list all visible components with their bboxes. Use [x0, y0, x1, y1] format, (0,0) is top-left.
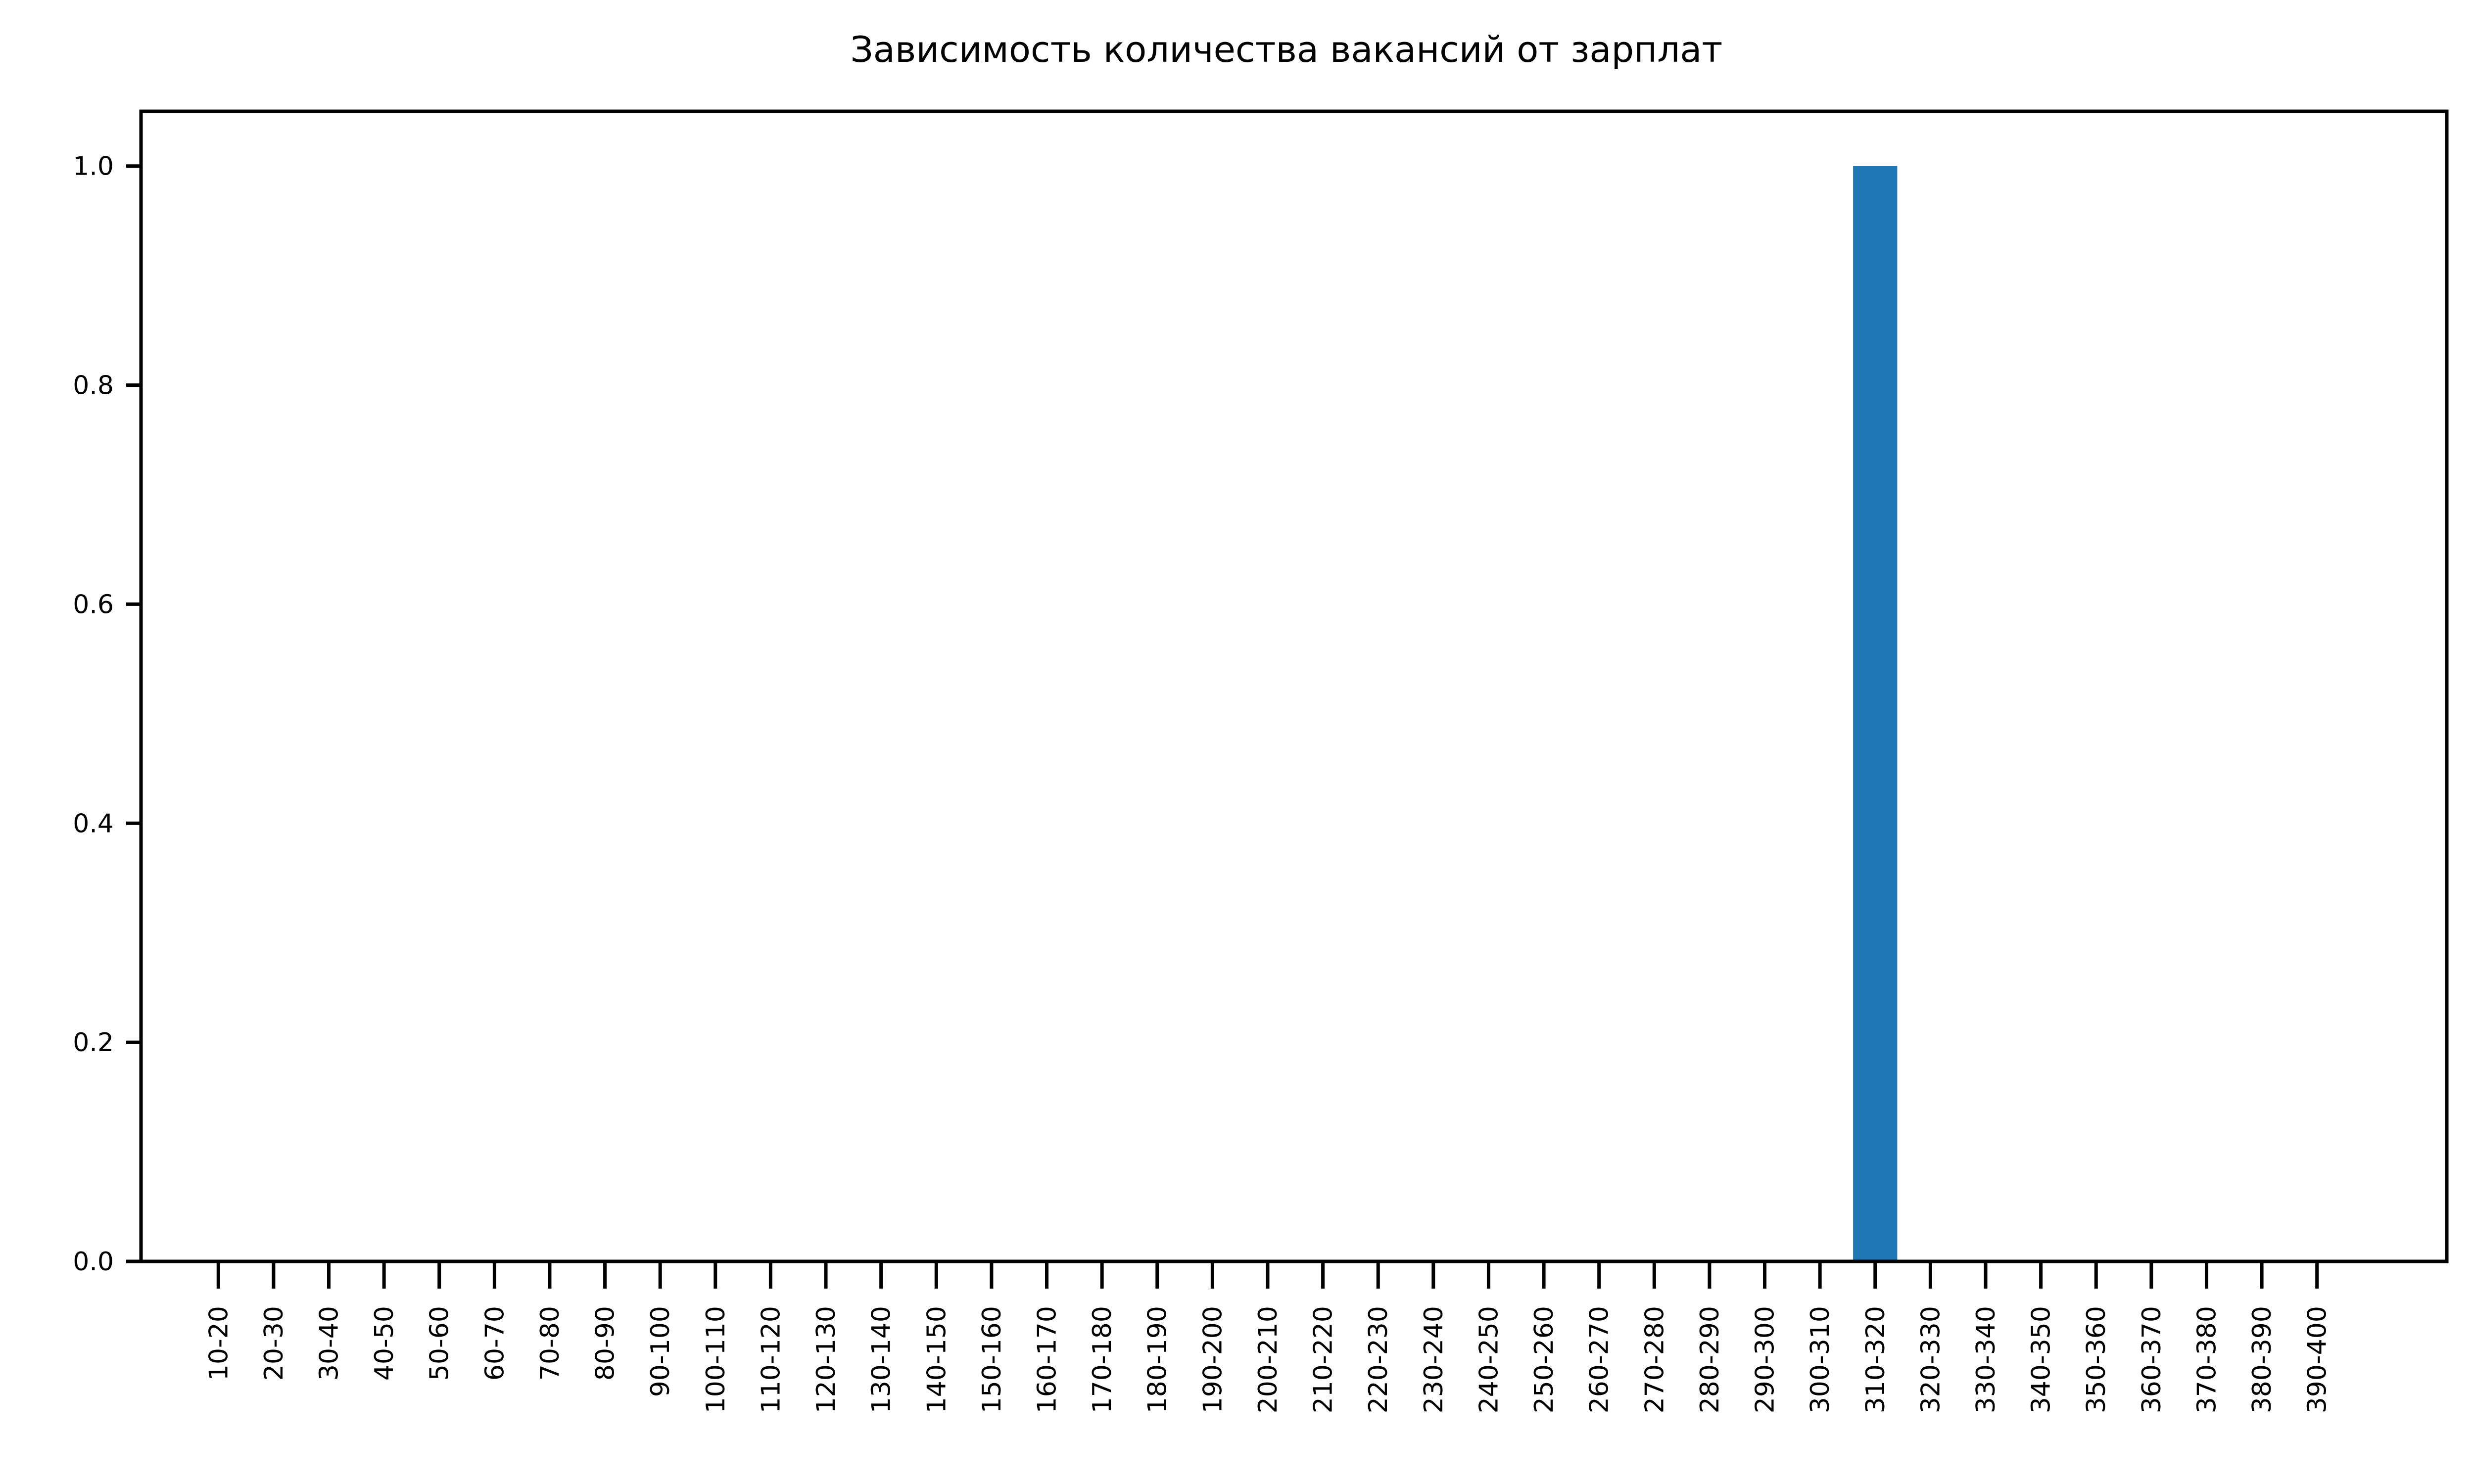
- x-tick-label: 250-260: [1529, 1306, 1559, 1413]
- chart-title: Зависимость количества вакансий от зарпл…: [851, 29, 1723, 70]
- x-tick-label: 90-100: [646, 1306, 675, 1397]
- x-tick-label: 140-150: [922, 1306, 952, 1413]
- x-tick-label: 240-250: [1474, 1306, 1504, 1413]
- x-tick-label: 170-180: [1088, 1306, 1117, 1413]
- x-tick-label: 300-310: [1806, 1306, 1835, 1413]
- x-tick-label: 150-160: [977, 1306, 1007, 1413]
- axes-frame: [139, 109, 2449, 1263]
- x-tick-label: 320-330: [1916, 1306, 1946, 1413]
- x-tick-label: 110-120: [756, 1306, 786, 1413]
- x-tick-label: 260-270: [1585, 1306, 1615, 1413]
- x-tick-label: 50-60: [425, 1306, 455, 1381]
- x-tick-label: 210-220: [1309, 1306, 1338, 1413]
- x-tick-label: 180-190: [1143, 1306, 1173, 1413]
- x-tick-label: 290-300: [1751, 1306, 1780, 1413]
- x-tick-label: 70-80: [535, 1306, 565, 1381]
- x-tick-label: 380-390: [2247, 1306, 2277, 1413]
- x-tick-label: 220-230: [1364, 1306, 1393, 1413]
- bar-310-320: [1853, 166, 1898, 1262]
- x-tick-label: 100-110: [701, 1306, 731, 1413]
- y-tick-label: 1.0: [73, 152, 114, 182]
- x-tick-label: 30-40: [314, 1306, 344, 1381]
- x-tick-label: 200-210: [1253, 1306, 1283, 1413]
- x-tick-label: 270-280: [1640, 1306, 1669, 1413]
- y-tick-label: 0.8: [73, 371, 114, 401]
- x-tick-label: 340-350: [2027, 1306, 2056, 1413]
- y-tick-label: 0.2: [73, 1028, 114, 1058]
- x-tick-label: 370-380: [2192, 1306, 2222, 1413]
- x-tick-label: 230-240: [1419, 1306, 1449, 1413]
- x-tick-label: 10-20: [204, 1306, 234, 1381]
- x-tick-label: 190-200: [1198, 1306, 1228, 1413]
- x-tick-label: 280-290: [1695, 1306, 1725, 1413]
- x-tick-label: 390-400: [2303, 1306, 2332, 1413]
- x-tick-label: 330-340: [1971, 1306, 2001, 1413]
- x-tick-label: 350-360: [2082, 1306, 2111, 1413]
- y-tick-label: 0.0: [73, 1247, 114, 1277]
- x-tick-label: 360-370: [2137, 1306, 2167, 1413]
- x-tick-label: 60-70: [480, 1306, 510, 1381]
- x-tick-label: 20-30: [259, 1306, 289, 1381]
- x-tick-label: 130-140: [867, 1306, 897, 1413]
- y-tick-label: 0.4: [73, 809, 114, 838]
- x-tick-label: 120-130: [811, 1306, 841, 1413]
- x-tick-label: 40-50: [370, 1306, 399, 1381]
- x-tick-label: 160-170: [1033, 1306, 1062, 1413]
- x-tick-label: 80-90: [591, 1306, 620, 1381]
- plot-area: 0.0 0.2 0.4 0.6 0.8 1.0 10-20 20-30 30-40 40-50 50…: [73, 109, 2449, 1413]
- y-tick-label: 0.6: [73, 590, 114, 619]
- x-tick-label: 310-320: [1861, 1306, 1891, 1413]
